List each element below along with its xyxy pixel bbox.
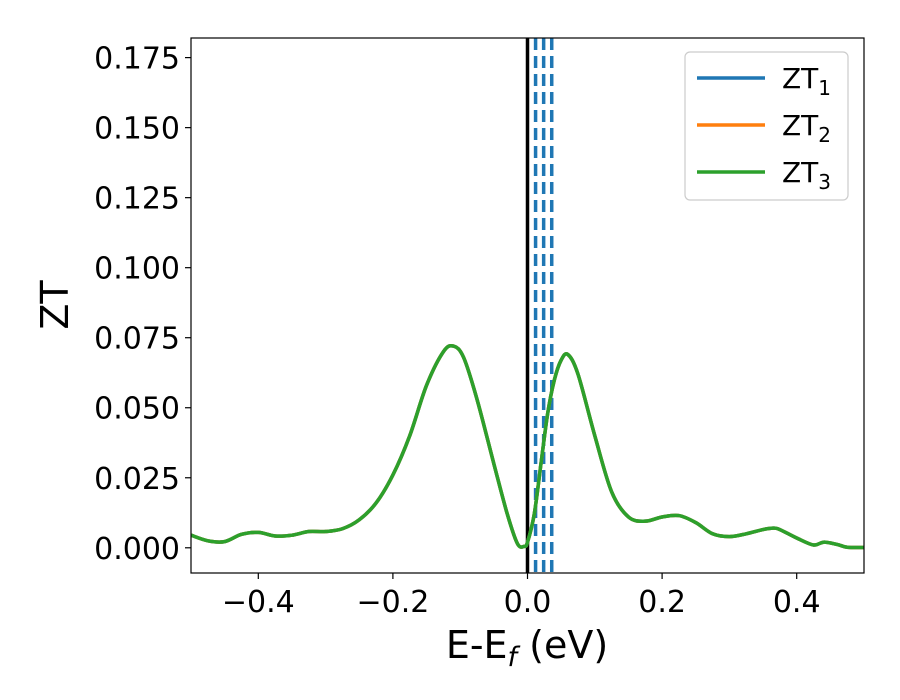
series-layer [191, 343, 864, 550]
legend-label-zt1: ZT1 [782, 62, 831, 100]
x-tick-label: −0.4 [222, 585, 295, 620]
legend-label-zt3: ZT3 [782, 156, 831, 194]
x-tick-label: 0.4 [773, 585, 821, 620]
x-tick-label: 0.2 [638, 585, 686, 620]
y-axis-ticks: 0.000 0.025 0.050 0.075 0.100 0.125 0.150 0.175 [94, 42, 191, 567]
y-tick-label: 0.000 [94, 532, 180, 567]
legend-label-zt2: ZT2 [782, 109, 831, 147]
x-axis-label: E-Ef (eV) [446, 623, 608, 673]
vertical-lines [525, 38, 554, 573]
y-tick-label: 0.100 [94, 252, 180, 287]
y-tick-label: 0.150 [94, 112, 180, 147]
y-tick-label: 0.075 [94, 322, 180, 357]
y-tick-label: 0.125 [94, 182, 180, 217]
series-line-zt3 [191, 343, 864, 550]
legend-box [684, 51, 849, 201]
x-axis-ticks: −0.4 −0.2 0.0 0.2 0.4 [222, 573, 821, 620]
y-tick-label: 0.025 [94, 462, 180, 497]
y-tick-label: 0.050 [94, 392, 180, 427]
y-axis-label: ZT [33, 280, 77, 330]
x-tick-label: 0.0 [504, 585, 552, 620]
x-tick-label: −0.2 [356, 585, 429, 620]
y-tick-label: 0.175 [94, 42, 180, 77]
legend: ZT1 ZT2 ZT3 [684, 51, 849, 201]
